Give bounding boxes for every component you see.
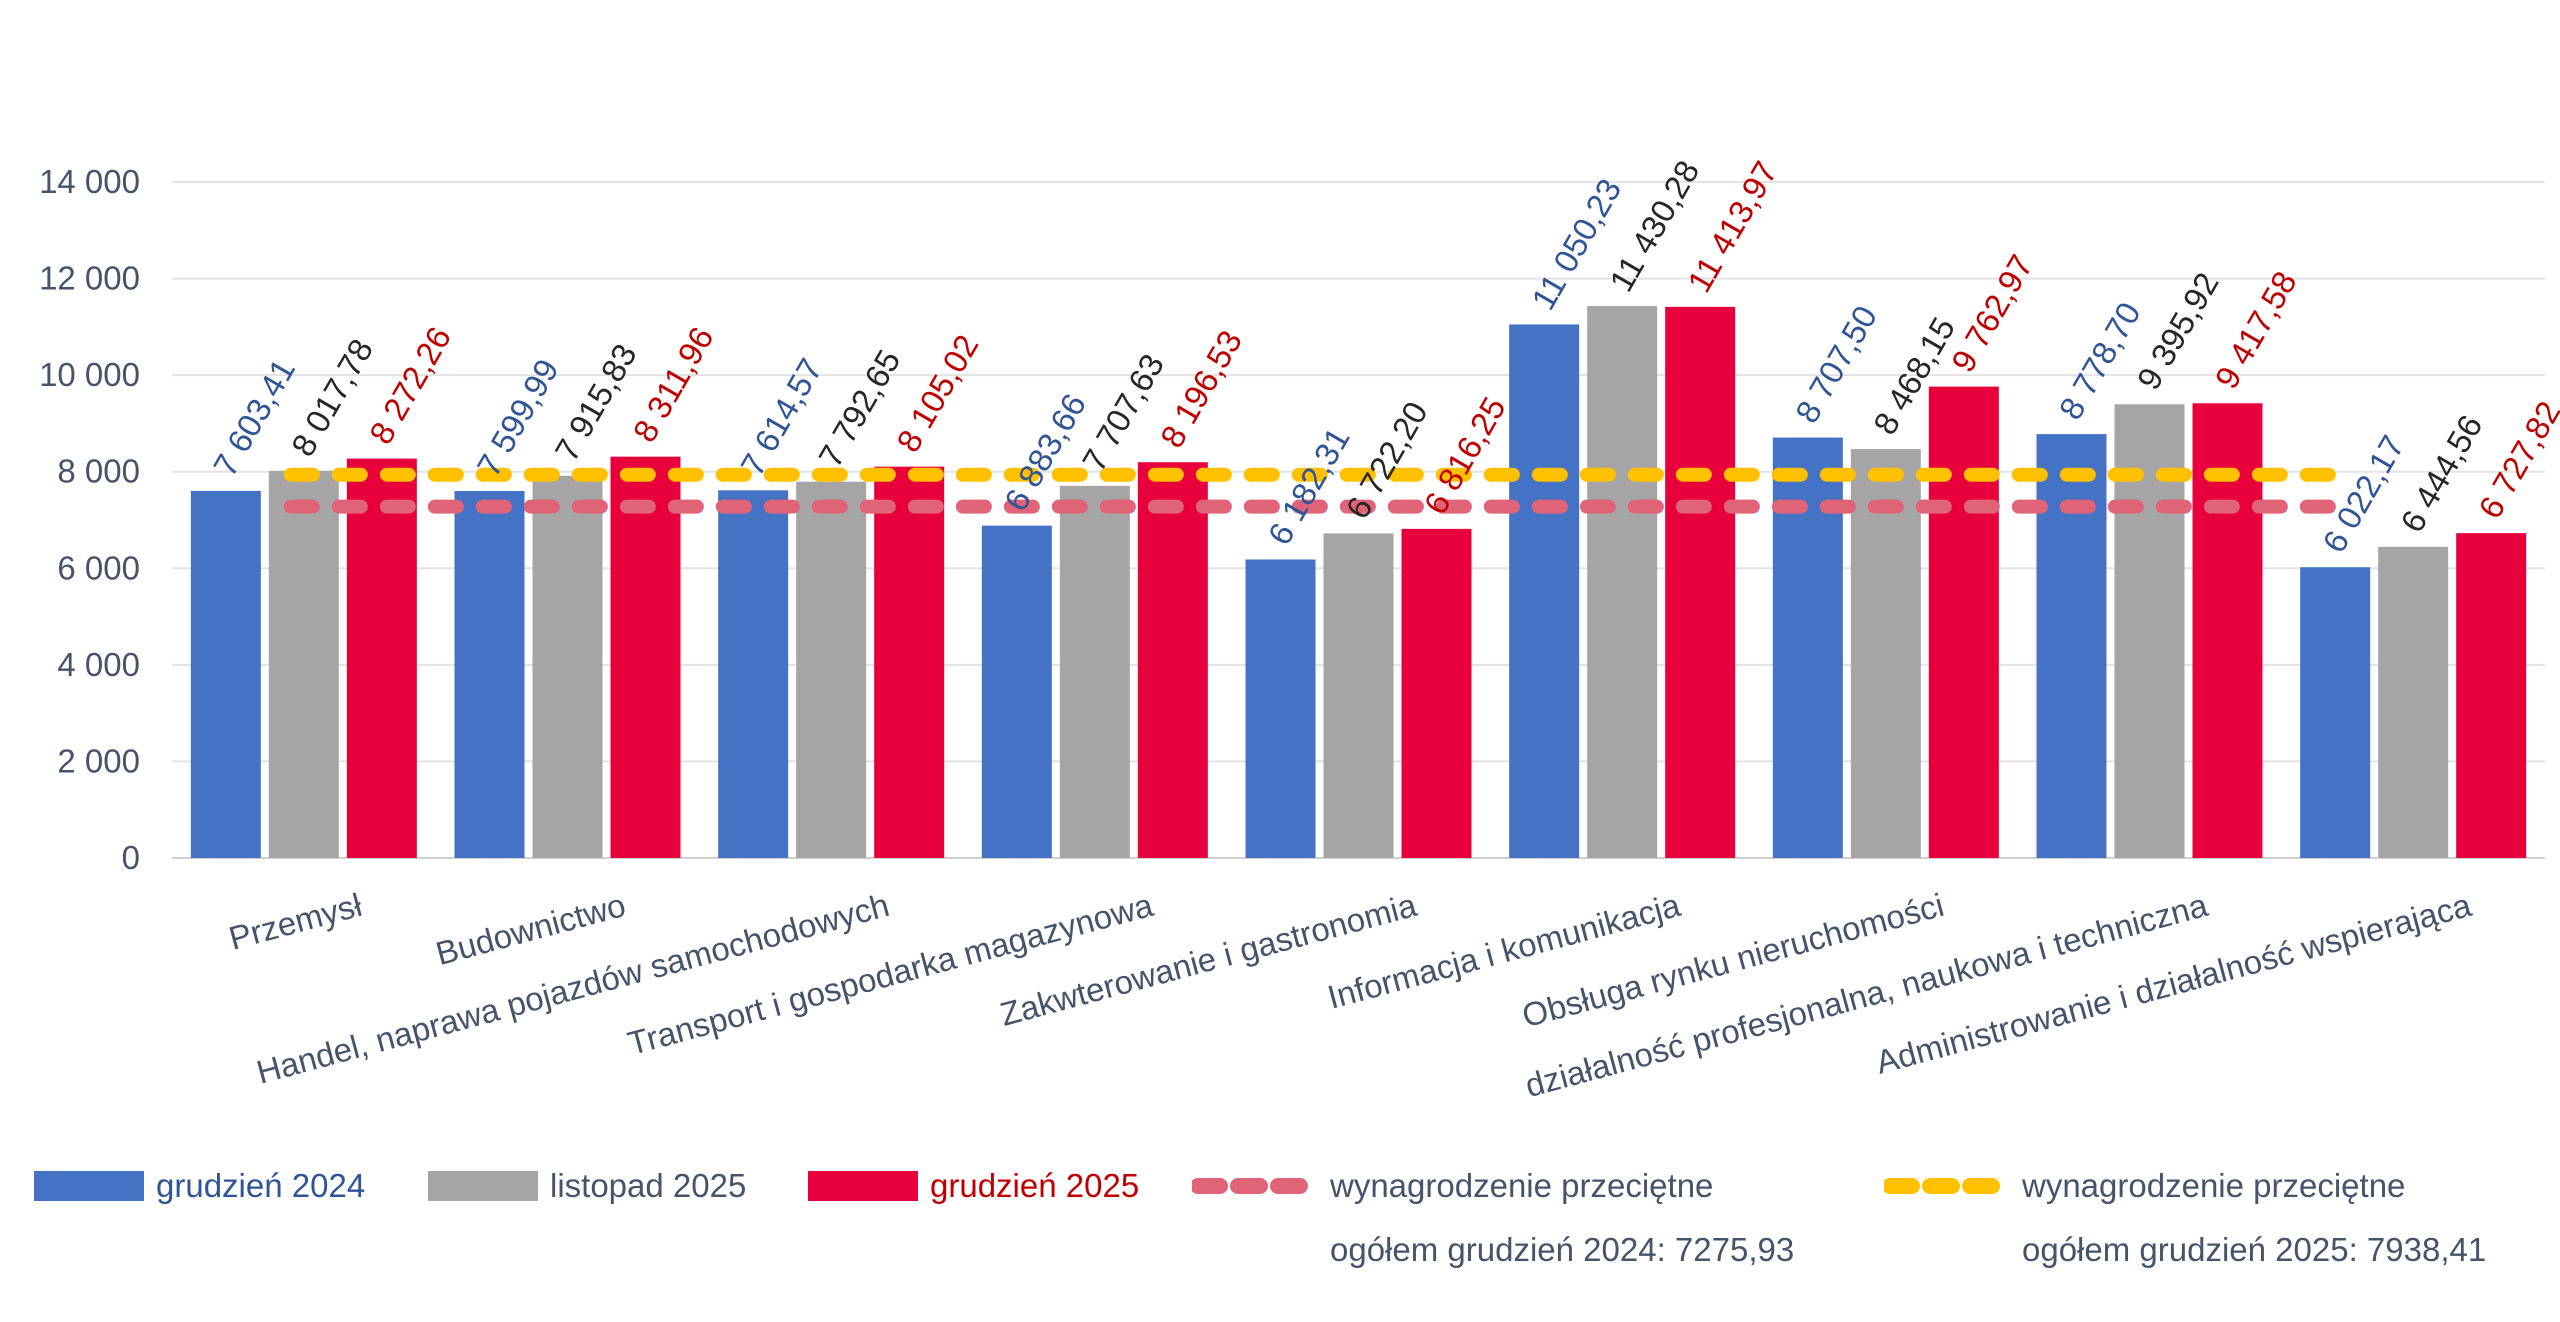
bars <box>190 306 2527 859</box>
reference-lines <box>283 467 2350 514</box>
y-tick-label: 6 000 <box>57 549 140 586</box>
legend-swatch-gray <box>428 1171 538 1201</box>
legend-label-block: wynagrodzenie przeciętne ogółem grudzień… <box>2022 1162 2486 1274</box>
legend-item-listopad-2025: listopad 2025 <box>428 1162 746 1210</box>
bar <box>2456 533 2527 858</box>
legend-swatch-blue <box>34 1171 144 1201</box>
x-tick-label: Przemysł <box>225 886 366 957</box>
bar <box>1928 386 1999 858</box>
data-label: 7 915,83 <box>548 338 644 468</box>
legend-dash-yellow <box>1884 1178 2016 1194</box>
bar <box>718 490 789 858</box>
bar <box>981 525 1052 858</box>
legend-label-line1: wynagrodzenie przeciętne <box>2022 1167 2406 1204</box>
data-label: 8 017,78 <box>284 333 380 463</box>
bar <box>2300 567 2371 858</box>
bar <box>2378 546 2449 858</box>
bar <box>190 490 261 858</box>
legend-label: listopad 2025 <box>550 1167 747 1204</box>
data-label: 6 182,31 <box>1261 421 1357 551</box>
data-label: 7 614,57 <box>733 352 829 482</box>
bar <box>532 475 603 858</box>
legend-label: grudzień 2024 <box>156 1167 366 1204</box>
legend-dash-pink <box>1192 1178 1324 1194</box>
bar <box>1323 533 1394 858</box>
data-label: 7 599,99 <box>470 353 566 483</box>
x-tick-label: Transport i gospodarka magazynowa <box>624 886 1157 1062</box>
legend-label-line2: ogółem grudzień 2024: 7275,93 <box>1330 1231 1795 1268</box>
y-tick-label: 0 <box>122 839 140 876</box>
legend-swatch-red <box>808 1171 918 1201</box>
x-tick-label: Budownictwo <box>432 886 629 972</box>
data-label: 8 707,50 <box>1788 299 1884 429</box>
x-tick-label: Zakwterowanie i gastronomia <box>996 886 1421 1033</box>
y-axis: 0 2 000 4 000 6 000 8 000 10 000 12 000 14 000 <box>39 163 140 876</box>
data-label: 7 792,65 <box>811 343 907 473</box>
bar <box>1509 324 1580 858</box>
bar <box>454 491 525 858</box>
y-tick-label: 14 000 <box>39 163 140 200</box>
data-label: 6 444,56 <box>2393 409 2489 539</box>
y-tick-label: 12 000 <box>39 260 140 297</box>
bar <box>796 481 867 858</box>
legend-label-block: wynagrodzenie przeciętne ogółem grudzień… <box>1330 1162 1794 1274</box>
bar <box>2036 434 2107 858</box>
data-label: 8 311,96 <box>626 321 721 449</box>
legend: grudzień 2024 listopad 2025 grudzień 202… <box>0 1150 2560 1320</box>
legend-label-line2: ogółem grudzień 2025: 7938,41 <box>2022 1231 2487 1268</box>
bar <box>1665 306 1736 859</box>
bar <box>1850 449 1921 858</box>
data-label: 6 022,17 <box>2315 429 2411 559</box>
data-label: 6 727,82 <box>2471 395 2560 525</box>
data-label: 11 050,23 <box>1524 172 1628 316</box>
bar <box>874 466 945 858</box>
data-label: 7 603,41 <box>206 353 302 483</box>
data-label: 9 762,97 <box>1944 248 2040 378</box>
data-label: 8 272,26 <box>362 320 458 450</box>
bar <box>1587 306 1658 858</box>
y-tick-label: 4 000 <box>57 646 140 683</box>
legend-item-avg-2024: wynagrodzenie przeciętne ogółem grudzień… <box>1192 1162 1794 1274</box>
bar <box>1059 485 1130 858</box>
bar <box>268 470 339 858</box>
y-tick-label: 2 000 <box>57 742 140 779</box>
legend-label: grudzień 2025 <box>930 1167 1140 1204</box>
y-tick-label: 10 000 <box>39 356 140 393</box>
bar <box>346 458 417 858</box>
legend-item-avg-2025: wynagrodzenie przeciętne ogółem grudzień… <box>1884 1162 2486 1274</box>
data-label: 8 196,53 <box>1153 324 1249 454</box>
legend-item-grudzien-2024: grudzień 2024 <box>34 1162 365 1210</box>
bar <box>1137 462 1208 858</box>
y-tick-label: 8 000 <box>57 453 140 490</box>
data-label: 8 105,02 <box>889 328 985 458</box>
bar <box>610 456 681 858</box>
bar <box>1401 528 1472 858</box>
legend-item-grudzien-2025: grudzień 2025 <box>808 1162 1139 1210</box>
bar <box>1245 559 1316 858</box>
legend-label-line1: wynagrodzenie przeciętne <box>1330 1167 1714 1204</box>
